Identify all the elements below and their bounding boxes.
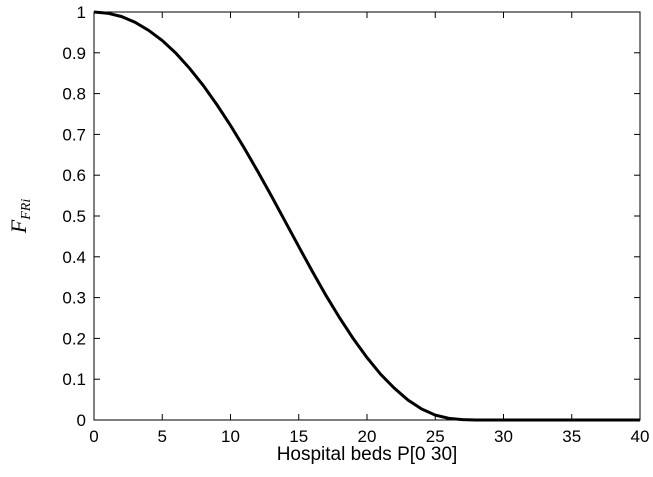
x-tick-label: 35 [562,427,581,446]
y-tick-label: 0.1 [62,370,86,389]
y-tick-label: 0.9 [62,44,86,63]
y-axis-label-main: F [6,219,31,234]
x-axis-label: Hospital beds P[0 30] [277,444,458,465]
y-tick-label: 0.3 [62,289,86,308]
plot-frame [93,11,641,421]
y-tick-label: 0.4 [62,248,86,267]
y-axis-label-subscript: FRi [19,199,34,221]
y-tick-label: 0 [77,411,86,430]
x-tick-label: 25 [426,427,445,446]
y-axis-label: FFRi [6,199,34,235]
x-tick-label: 5 [158,427,167,446]
x-tick-label: 15 [289,427,308,446]
x-tick-label: 30 [494,427,513,446]
y-tick-label: 0.5 [62,207,86,226]
x-tick-label: 40 [631,427,650,446]
x-tick-label: 20 [358,427,377,446]
y-tick-label: 1 [77,3,86,22]
y-tick-label: 0.8 [62,85,86,104]
x-tick-label: 0 [89,427,98,446]
x-tick-label: 10 [221,427,240,446]
y-tick-label: 0.2 [62,329,86,348]
tick-labels: 0 5 10 15 20 25 30 35 40 0 0.1 0.2 0.3 0.4 0.5 0.6 0.7 0.… [62,3,649,446]
y-tick-label: 0.7 [62,125,86,144]
y-tick-label: 0.6 [62,166,86,185]
